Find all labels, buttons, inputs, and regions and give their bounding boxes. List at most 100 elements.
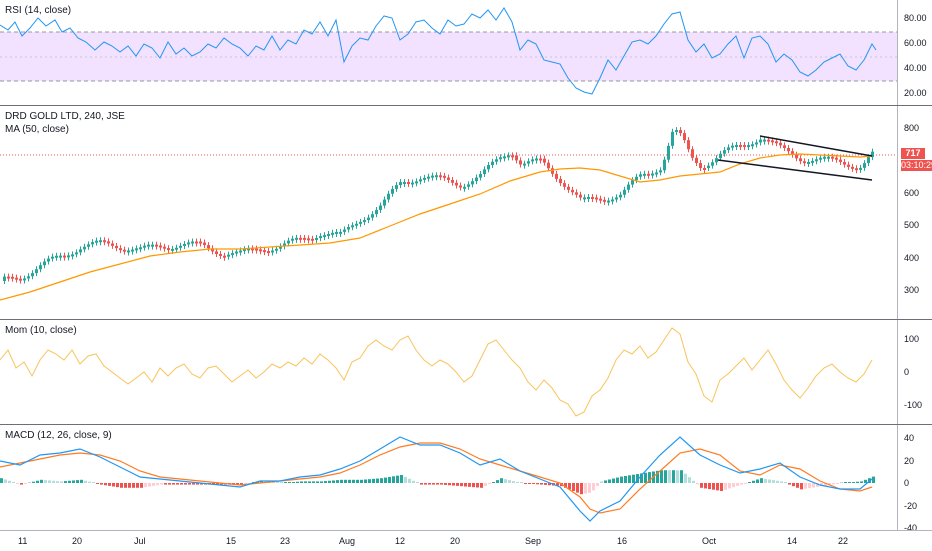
macd-hist-bar xyxy=(92,482,95,483)
candle-body xyxy=(23,278,26,281)
candle-body xyxy=(51,256,54,259)
macd-hist-bar xyxy=(520,482,523,483)
macd-y-axis[interactable]: 40 20 0 -20 -40 xyxy=(897,425,932,533)
macd-hist-bar xyxy=(324,481,327,483)
candle-body xyxy=(219,254,222,257)
macd-hist-bar xyxy=(200,483,203,485)
candle-body xyxy=(163,246,166,249)
mom-pane[interactable]: Mom (10, close) 100 0 -100 xyxy=(0,320,932,424)
candle-body xyxy=(411,182,414,185)
price-pane[interactable]: DRD GOLD LTD, 240, JSE MA (50, close) 80… xyxy=(0,106,932,319)
macd-hist-bar xyxy=(44,480,47,483)
macd-hist-bar xyxy=(236,483,239,485)
candle-body xyxy=(111,243,114,246)
candle-body xyxy=(459,185,462,188)
candle-body xyxy=(803,161,806,164)
candle-body xyxy=(643,173,646,176)
candle-body xyxy=(603,199,606,202)
mom-tick: 100 xyxy=(904,334,920,344)
macd-hist-bar xyxy=(96,483,99,484)
macd-hist-bar xyxy=(376,478,379,483)
candle-body xyxy=(795,154,798,159)
candle-body xyxy=(11,276,14,279)
candle-body xyxy=(175,247,178,250)
rsi-pane[interactable]: RSI (14, close) 80.00 60.00 40.00 20.00 xyxy=(0,0,932,105)
candle-body xyxy=(855,168,858,171)
candle-body xyxy=(571,189,574,193)
candle-body xyxy=(799,158,802,162)
macd-hist-bar xyxy=(20,483,23,485)
macd-hist-bar xyxy=(420,483,423,485)
candle-body xyxy=(731,145,734,148)
candle-body xyxy=(119,248,122,251)
macd-hist-bar xyxy=(840,482,843,483)
macd-hist-bar xyxy=(608,479,611,483)
macd-hist-bar xyxy=(628,475,631,483)
candle-body xyxy=(331,232,334,235)
macd-hist-bar xyxy=(260,481,263,483)
candle-body xyxy=(659,170,662,173)
macd-hist-bar xyxy=(816,483,819,487)
rsi-y-axis[interactable]: 80.00 60.00 40.00 20.00 xyxy=(897,0,932,105)
candle-body xyxy=(611,199,614,202)
time-tick: 15 xyxy=(226,536,237,546)
macd-hist-bar xyxy=(736,483,739,486)
macd-hist-bar xyxy=(852,482,855,483)
candle-body xyxy=(867,157,870,164)
macd-hist-bar xyxy=(132,483,135,488)
candle-body xyxy=(327,234,330,237)
macd-tick: -20 xyxy=(904,501,918,511)
macd-hist-bar xyxy=(220,483,223,485)
pane-separator[interactable] xyxy=(0,105,932,106)
candle-body xyxy=(159,245,162,248)
candle-body xyxy=(35,269,38,274)
trendline-upper[interactable] xyxy=(759,135,873,157)
candle-body xyxy=(503,156,506,159)
price-y-axis[interactable]: 800 700 600 500 400 300 xyxy=(897,106,932,319)
candle-body xyxy=(199,241,202,244)
candle-body xyxy=(431,175,434,178)
candle-body xyxy=(523,163,526,166)
macd-hist-bar xyxy=(292,482,295,483)
pane-separator[interactable] xyxy=(0,319,932,320)
macd-hist-bar xyxy=(588,483,591,493)
time-tick: Oct xyxy=(702,536,717,546)
candle-body xyxy=(791,151,794,155)
macd-hist-bar xyxy=(512,481,515,483)
candle-body xyxy=(315,237,318,240)
macd-hist-bar xyxy=(436,483,439,485)
macd-hist-bar xyxy=(164,483,167,485)
candle-body xyxy=(287,240,290,244)
macd-pane[interactable]: MACD (12, 26, close, 9) 40 20 0 -20 -40 xyxy=(0,425,932,533)
trendline-lower[interactable] xyxy=(717,159,873,181)
candle-body xyxy=(55,255,58,258)
macd-hist-bar xyxy=(432,483,435,485)
macd-hist-bar xyxy=(484,483,487,486)
pane-separator[interactable] xyxy=(0,424,932,425)
macd-hist-bar xyxy=(764,478,767,483)
mom-y-axis[interactable]: 100 0 -100 xyxy=(897,320,932,424)
time-tick: 22 xyxy=(838,536,849,546)
candle-body xyxy=(747,145,750,148)
time-axis[interactable]: 11 20 Jul 15 23 Aug 12 20 Sep 16 Oct 14 … xyxy=(0,530,932,551)
macd-hist-bar xyxy=(792,483,795,487)
macd-hist-bar xyxy=(480,483,483,488)
macd-hist-bar xyxy=(464,483,467,487)
macd-hist-bar xyxy=(152,483,155,486)
macd-hist-bar xyxy=(748,482,751,483)
candle-body xyxy=(263,250,266,253)
macd-hist-bar xyxy=(256,482,259,483)
candle-body xyxy=(187,242,190,245)
candle-body xyxy=(715,158,718,163)
candle-body xyxy=(483,169,486,175)
candle-body xyxy=(79,249,82,253)
macd-hist-bar xyxy=(516,482,519,483)
candle-body xyxy=(507,155,510,158)
candle-body xyxy=(667,145,670,160)
candle-body xyxy=(815,159,818,162)
candle-body xyxy=(463,186,466,189)
macd-hist-bar xyxy=(412,480,415,483)
macd-hist-bar xyxy=(296,481,299,483)
candle-body xyxy=(755,142,758,145)
macd-hist-bar xyxy=(56,481,59,483)
